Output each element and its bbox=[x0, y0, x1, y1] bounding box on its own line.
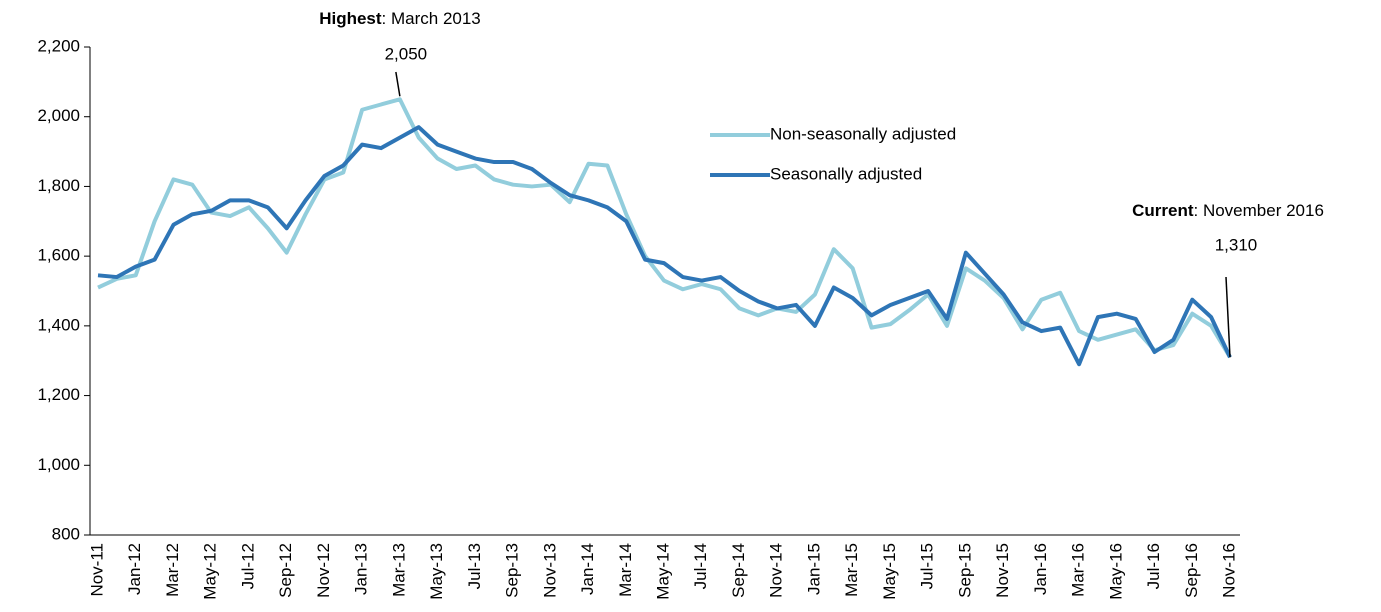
x-tick-label: Sep-13 bbox=[503, 543, 522, 598]
annotation-bold: Highest bbox=[319, 9, 382, 28]
x-tick-label: Jan-12 bbox=[125, 543, 144, 595]
y-tick-label: 800 bbox=[52, 524, 80, 543]
x-tick-label: Jul-12 bbox=[238, 543, 257, 589]
x-tick-label: Jul-15 bbox=[918, 543, 937, 589]
x-tick-label: Sep-12 bbox=[276, 543, 295, 598]
x-tick-label: Jan-16 bbox=[1031, 543, 1050, 595]
y-tick-label: 1,200 bbox=[37, 385, 80, 404]
x-tick-label: Nov-16 bbox=[1219, 543, 1238, 598]
x-tick-label: Mar-13 bbox=[389, 543, 408, 597]
legend-label: Seasonally adjusted bbox=[770, 164, 922, 183]
x-tick-label: Nov-14 bbox=[767, 543, 786, 598]
x-tick-label: Jul-13 bbox=[465, 543, 484, 589]
x-tick-label: May-14 bbox=[653, 543, 672, 600]
x-tick-label: Mar-14 bbox=[616, 543, 635, 597]
x-tick-label: Sep-16 bbox=[1182, 543, 1201, 598]
annotation-value: 1,310 bbox=[1215, 235, 1258, 254]
x-tick-label: Nov-13 bbox=[540, 543, 559, 598]
x-tick-label: Sep-15 bbox=[955, 543, 974, 598]
annotation-bold: Current bbox=[1132, 201, 1194, 220]
annotation-label: Highest: March 2013 bbox=[319, 9, 481, 28]
x-tick-label: Mar-12 bbox=[163, 543, 182, 597]
x-tick-label: Mar-15 bbox=[842, 543, 861, 597]
annotation-leader bbox=[1225, 276, 1231, 358]
x-tick-label: Jul-14 bbox=[691, 543, 710, 589]
annotation-text: : November 2016 bbox=[1194, 201, 1324, 220]
x-tick-label: Jan-14 bbox=[578, 543, 597, 595]
x-tick-label: Sep-14 bbox=[729, 543, 748, 598]
legend-label: Non-seasonally adjusted bbox=[770, 124, 956, 143]
annotation-text: : March 2013 bbox=[382, 9, 481, 28]
y-tick-label: 2,200 bbox=[37, 36, 80, 55]
line-series bbox=[97, 125, 1232, 367]
annotation-leader bbox=[395, 71, 401, 97]
annotation-value: 2,050 bbox=[385, 44, 428, 63]
y-tick-label: 1,600 bbox=[37, 246, 80, 265]
x-tick-label: Nov-12 bbox=[314, 543, 333, 598]
annotation-label: Current: November 2016 bbox=[1132, 201, 1324, 220]
x-tick-label: Nov-11 bbox=[87, 543, 106, 597]
x-tick-label: Mar-16 bbox=[1069, 543, 1088, 597]
y-tick-label: 2,000 bbox=[37, 106, 80, 125]
y-tick-label: 1,800 bbox=[37, 176, 80, 195]
y-tick-label: 1,000 bbox=[37, 455, 80, 474]
x-tick-label: Jan-13 bbox=[352, 543, 371, 595]
x-tick-label: May-15 bbox=[880, 543, 899, 600]
line-series bbox=[97, 97, 1232, 359]
y-tick-label: 1,400 bbox=[37, 315, 80, 334]
x-tick-label: Jul-16 bbox=[1144, 543, 1163, 589]
x-tick-label: Nov-15 bbox=[993, 543, 1012, 598]
x-tick-label: May-16 bbox=[1106, 543, 1125, 600]
x-tick-label: May-12 bbox=[201, 543, 220, 600]
x-tick-label: Jan-15 bbox=[804, 543, 823, 595]
x-tick-label: May-13 bbox=[427, 543, 446, 600]
